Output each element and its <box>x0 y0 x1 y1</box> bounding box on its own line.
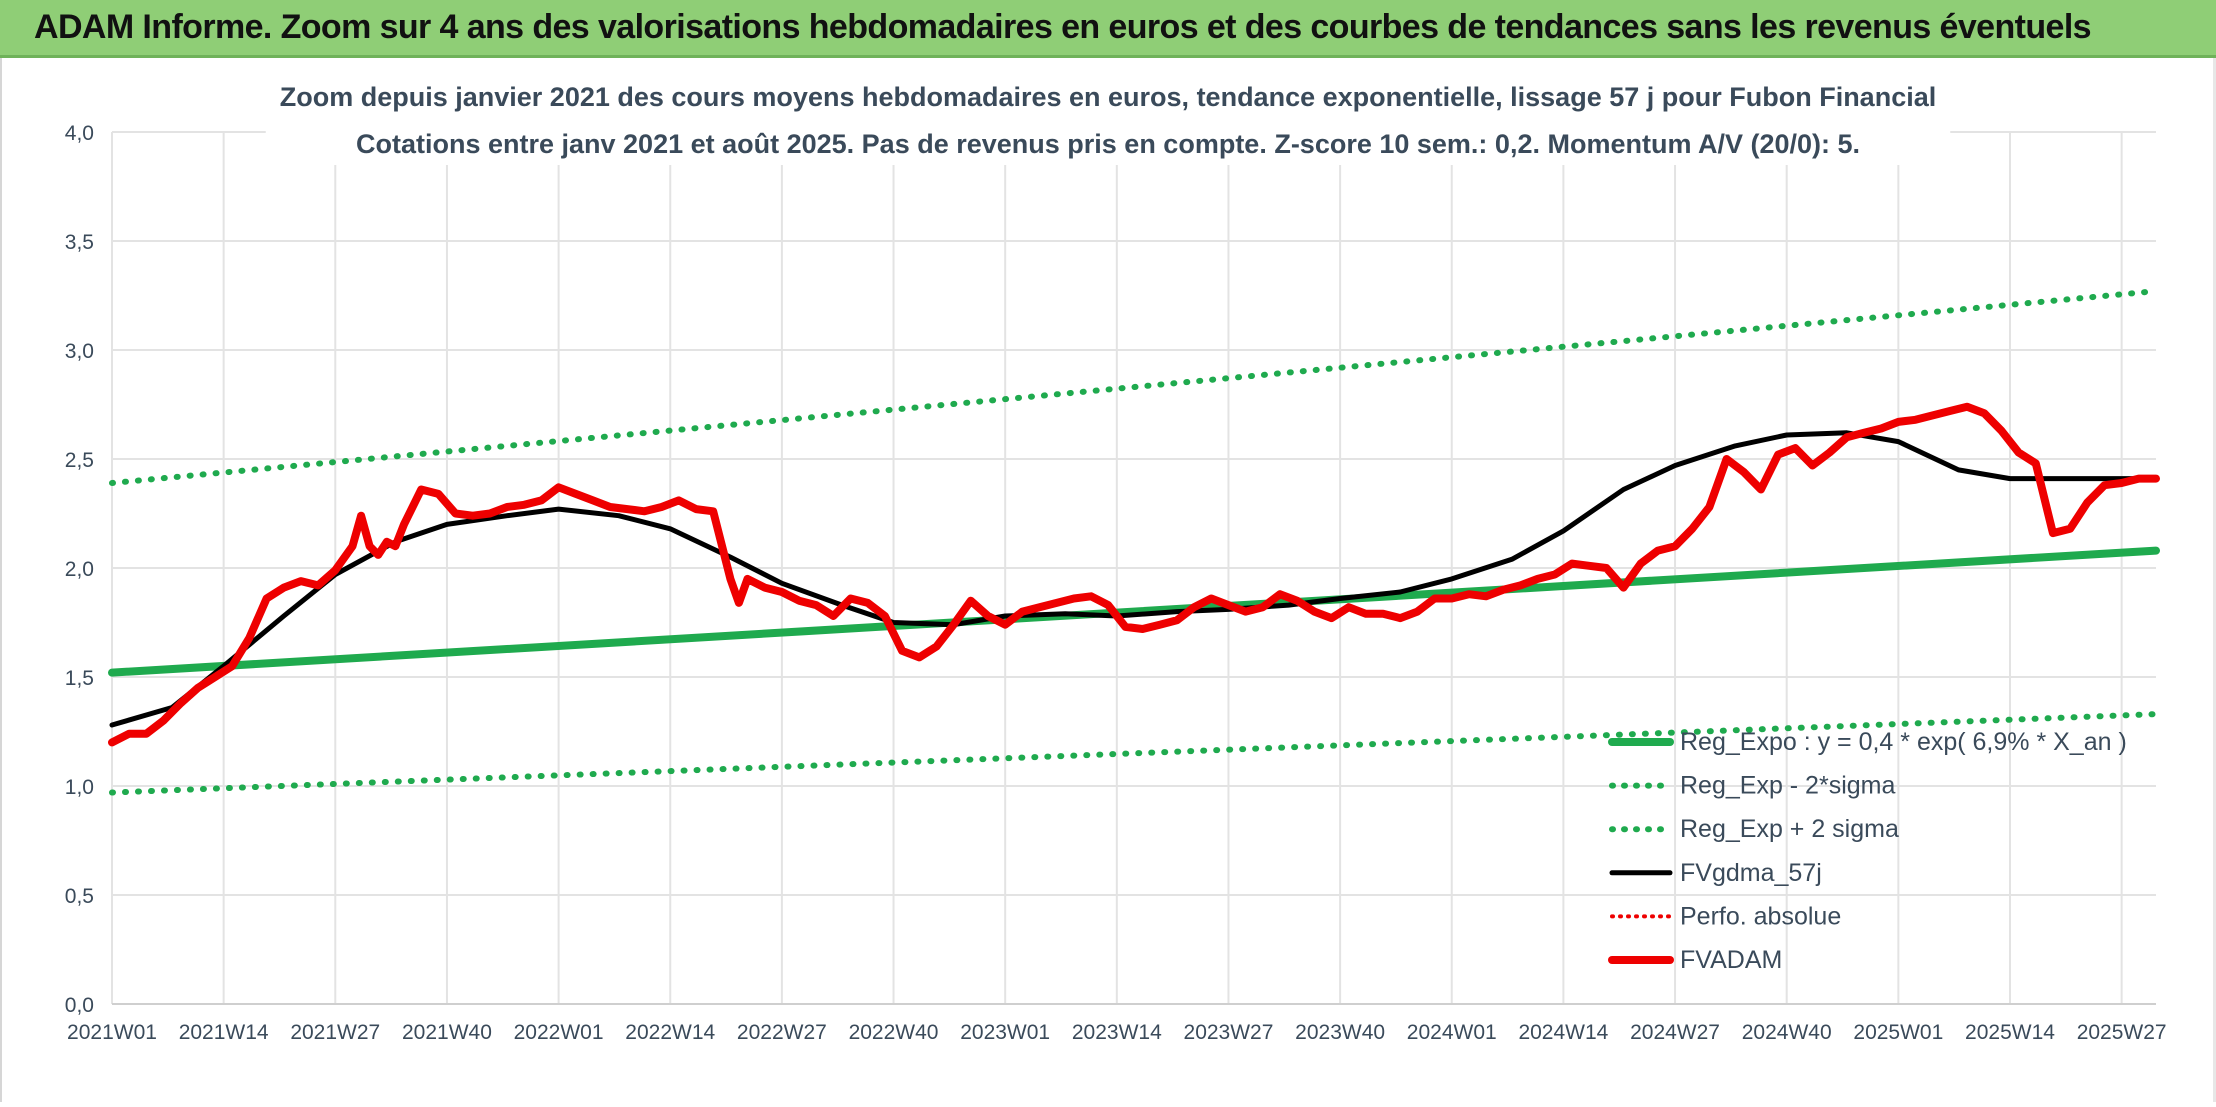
legend-label: Reg_Expo : y = 0,4 * exp( 6,9% * X_an ) <box>1680 728 2127 756</box>
x-tick-label: 2023W40 <box>1295 1021 1385 1044</box>
legend-label: FVADAM <box>1680 946 1782 974</box>
x-tick-label: 2025W14 <box>1965 1021 2055 1044</box>
y-tick-label: 2,5 <box>65 449 94 472</box>
x-tick-label: 2022W01 <box>514 1021 604 1044</box>
legend-label: Reg_Exp + 2 sigma <box>1680 815 1899 843</box>
x-tick-label: 2024W14 <box>1518 1021 1608 1044</box>
legend-label: Perfo. absolue <box>1680 902 1841 930</box>
chart-title: Zoom depuis janvier 2021 des cours moyen… <box>280 82 1936 112</box>
x-tick-label: 2023W27 <box>1184 1021 1274 1044</box>
x-tick-label: 2024W27 <box>1630 1021 1720 1044</box>
line-chart: 0,0 0,5 1,0 1,5 2,0 2,5 3,0 3,5 4,0 2021W01 2021W1… <box>65 76 2167 1044</box>
axis-layer: 0,0 0,5 1,0 1,5 2,0 2,5 3,0 3,5 4,0 2021W01 2021W1… <box>65 122 2167 1044</box>
report-banner: ADAM Informe. Zoom sur 4 ans des valoris… <box>0 0 2216 58</box>
legend-label: FVgdma_57j <box>1680 859 1822 887</box>
chart-title-background <box>265 76 1951 165</box>
report-title: ADAM Informe. Zoom sur 4 ans des valoris… <box>34 8 2092 46</box>
series-line-fvgdma-57j <box>109 430 2159 728</box>
chart-legend: Reg_Expo : y = 0,4 * exp( 6,9% * X_an ) R… <box>1608 728 2127 974</box>
series-line-reg-exp-2-sigma <box>109 288 2159 486</box>
x-tick-label: 2021W40 <box>402 1021 492 1044</box>
right-border <box>2213 58 2216 1102</box>
x-tick-label: 2021W01 <box>67 1021 157 1044</box>
y-tick-label: 1,0 <box>65 776 94 799</box>
x-tick-label: 2023W01 <box>960 1021 1050 1044</box>
x-tick-label: 2022W14 <box>625 1021 715 1044</box>
x-tick-label: 2024W40 <box>1742 1021 1832 1044</box>
y-tick-label: 3,0 <box>65 340 94 363</box>
chart-subtitle: Cotations entre janv 2021 et août 2025. … <box>356 129 1860 159</box>
y-tick-label: 2,0 <box>65 558 94 581</box>
y-tick-label: 3,5 <box>65 231 94 254</box>
x-tick-label: 2025W27 <box>2077 1021 2167 1044</box>
series-line-fvadam <box>108 402 2160 747</box>
x-tick-label: 2025W01 <box>1853 1021 1943 1044</box>
chart-title-group: Zoom depuis janvier 2021 des cours moyen… <box>265 76 1951 165</box>
series-line-reg-expo-y-0-4-exp-6-9-x <box>108 546 2160 677</box>
y-tick-label: 0,0 <box>65 994 94 1017</box>
x-tick-label: 2021W27 <box>290 1021 380 1044</box>
legend-label: Reg_Exp - 2*sigma <box>1680 772 1895 800</box>
left-border <box>0 58 2 1102</box>
x-tick-label: 2023W14 <box>1072 1021 1162 1044</box>
series-line-reg-exp-2-sigma <box>109 711 2159 796</box>
y-tick-label: 0,5 <box>65 885 94 908</box>
series-layer <box>108 288 2160 796</box>
x-tick-label: 2022W40 <box>849 1021 939 1044</box>
y-tick-label: 1,5 <box>65 667 94 690</box>
y-tick-label: 4,0 <box>65 122 94 145</box>
x-tick-label: 2024W01 <box>1407 1021 1497 1044</box>
x-tick-label: 2021W14 <box>179 1021 269 1044</box>
chart-area: 0,0 0,5 1,0 1,5 2,0 2,5 3,0 3,5 4,0 2021W01 2021W1… <box>0 58 2216 1102</box>
x-tick-label: 2022W27 <box>737 1021 827 1044</box>
